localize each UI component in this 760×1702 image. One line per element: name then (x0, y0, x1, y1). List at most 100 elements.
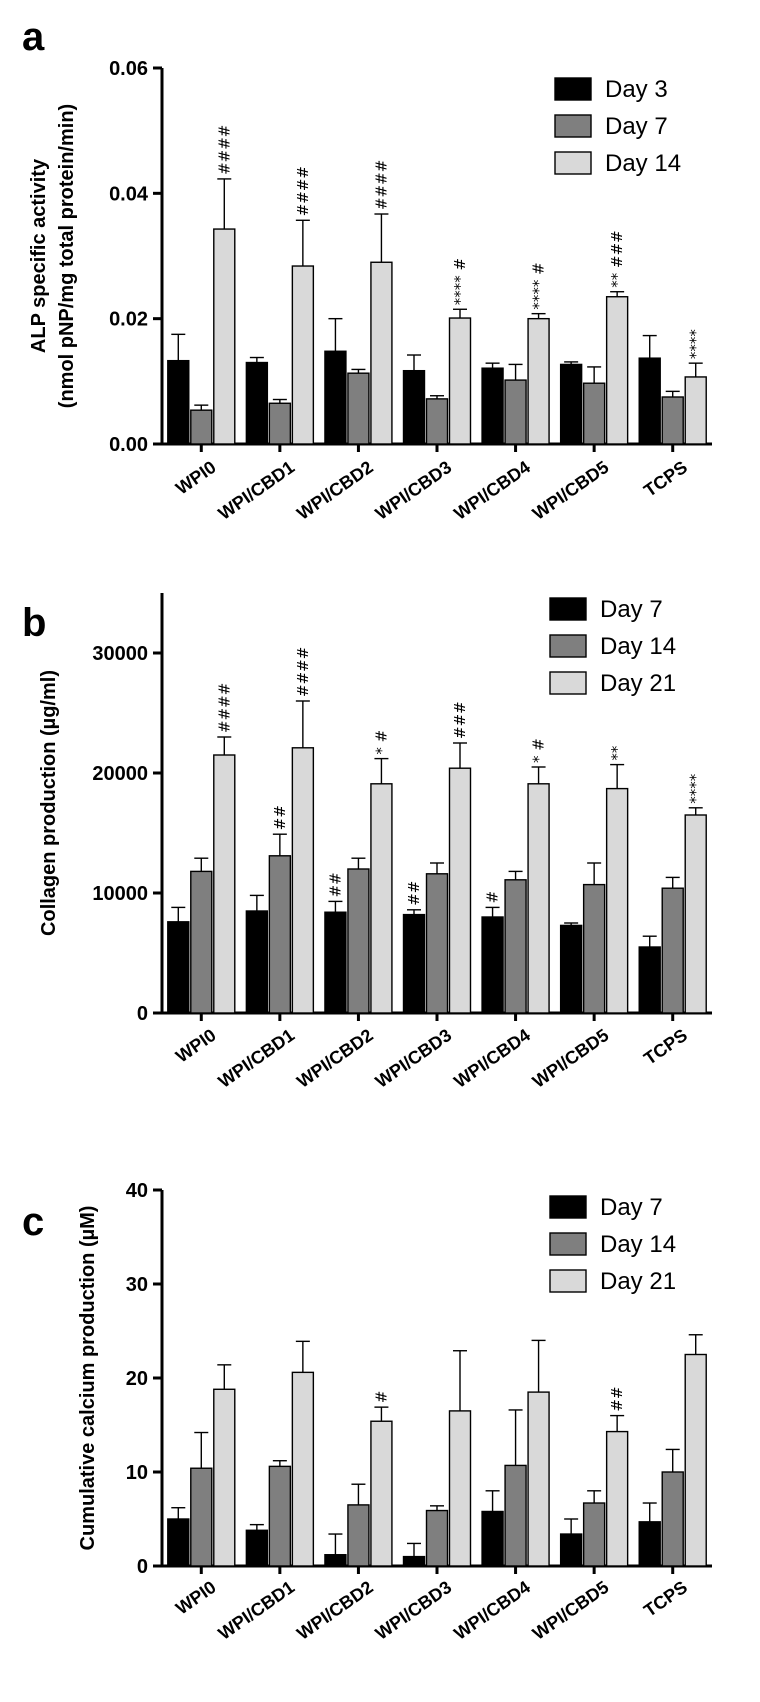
x-category-label: WPI/CBD3 (372, 1577, 456, 1644)
bar (425, 398, 449, 445)
legend-swatch (554, 151, 592, 175)
y-tick-label: 10 (126, 1462, 148, 1484)
x-category-label: WPI/CBD4 (450, 1025, 534, 1092)
significance-annotation: * # (530, 738, 548, 763)
significance-annotation: ## (271, 805, 289, 830)
panel-a: a ALP specific activity (nmol pNP/mg total… (22, 15, 712, 524)
legend-label: Day 21 (600, 670, 676, 697)
x-category-label: WPI0 (172, 1025, 220, 1067)
bar (190, 409, 213, 445)
y-tick-label: 0 (137, 1003, 148, 1025)
significance-annotation: #### (215, 683, 233, 733)
legend-label: Day 21 (600, 1268, 676, 1295)
significance-annotation: #### (294, 647, 312, 697)
y-tick-label: 40 (126, 1180, 148, 1202)
panel-c: c Cumulative calcium production (µM) 0 10 20… (22, 1180, 712, 1644)
y-tick-label: 0 (137, 1556, 148, 1578)
bar (527, 317, 550, 445)
legend-label: Day 7 (600, 596, 663, 623)
bar (402, 913, 426, 1014)
x-category-label: WPI/CBD3 (372, 1025, 456, 1092)
panel-letter: c (22, 1200, 44, 1244)
significance-annotation: **** # (530, 262, 548, 309)
bar (291, 265, 315, 445)
bar (559, 1533, 583, 1567)
legend-swatch (549, 597, 587, 621)
bar (661, 1471, 684, 1567)
bar (504, 879, 527, 1014)
bar (370, 1420, 393, 1567)
bar (527, 1391, 550, 1567)
y-tick-label: 0.04 (109, 183, 149, 205)
bar (605, 1430, 629, 1567)
significance-annotation: ### (451, 701, 469, 739)
significance-annotation: #### (215, 125, 233, 175)
significance-annotation: **** (687, 329, 705, 360)
bar (213, 228, 236, 445)
significance-annotation: * # (372, 730, 390, 755)
bar (347, 868, 370, 1014)
y-tick-label: 20 (126, 1368, 148, 1390)
y-tick-label: 30000 (92, 643, 148, 665)
bar (268, 1465, 292, 1567)
bar (582, 883, 606, 1014)
x-category-label: WPI/CBD5 (529, 457, 613, 524)
bar (245, 910, 269, 1014)
legend-swatch (549, 1232, 587, 1256)
bar (448, 317, 472, 445)
bar (605, 296, 629, 445)
legend-swatch (554, 114, 592, 138)
significance-annotation: ## (326, 872, 344, 897)
legend-swatch (549, 671, 587, 695)
panel-letter: a (22, 15, 45, 59)
significance-annotation: **** (687, 773, 705, 804)
legend-label: Day 14 (600, 1231, 676, 1258)
bar (661, 396, 684, 445)
x-category-label: WPI/CBD3 (372, 457, 456, 524)
bar (425, 873, 449, 1014)
bar (582, 382, 606, 445)
y-axis-title: Cumulative calcium production (µM) (77, 1206, 99, 1551)
significance-annotation: ## (405, 881, 423, 906)
bar (213, 754, 236, 1014)
bar (291, 747, 315, 1014)
bar (448, 767, 472, 1014)
bar (481, 1510, 504, 1567)
x-category-label: TCPS (640, 1577, 691, 1621)
legend-label: Day 3 (605, 76, 668, 103)
x-category-label: WPI/CBD2 (293, 1025, 377, 1092)
x-category-label: WPI0 (172, 1577, 220, 1619)
bar (425, 1509, 449, 1567)
bar (605, 787, 629, 1014)
bar (504, 1464, 527, 1567)
x-category-label: TCPS (640, 1025, 691, 1069)
y-tick-label: 30 (126, 1274, 148, 1296)
bar (347, 1504, 370, 1567)
bar (684, 814, 707, 1014)
y-tick-label: 0.00 (109, 434, 148, 456)
bar (167, 921, 190, 1014)
bar (661, 887, 684, 1014)
x-category-label: WPI/CBD4 (450, 457, 534, 524)
bar (245, 361, 269, 445)
bar (245, 1529, 269, 1567)
x-category-label: TCPS (640, 457, 691, 501)
x-category-label: WPI/CBD1 (215, 457, 299, 524)
bar (190, 870, 213, 1014)
y-tick-label: 0.06 (109, 58, 148, 80)
significance-annotation: # (484, 891, 502, 904)
legend-label: Day 7 (605, 113, 668, 140)
x-category-label: WPI/CBD2 (293, 457, 377, 524)
bar (324, 1554, 347, 1567)
bar (504, 379, 527, 445)
bar (684, 376, 707, 445)
x-category-label: WPI/CBD5 (529, 1025, 613, 1092)
bar (370, 261, 393, 445)
bar (402, 1555, 426, 1567)
bar (638, 1521, 661, 1567)
bar (167, 359, 190, 445)
bar (684, 1353, 707, 1567)
legend-label: Day 7 (600, 1194, 663, 1221)
y-tick-label: 0.02 (109, 309, 148, 331)
